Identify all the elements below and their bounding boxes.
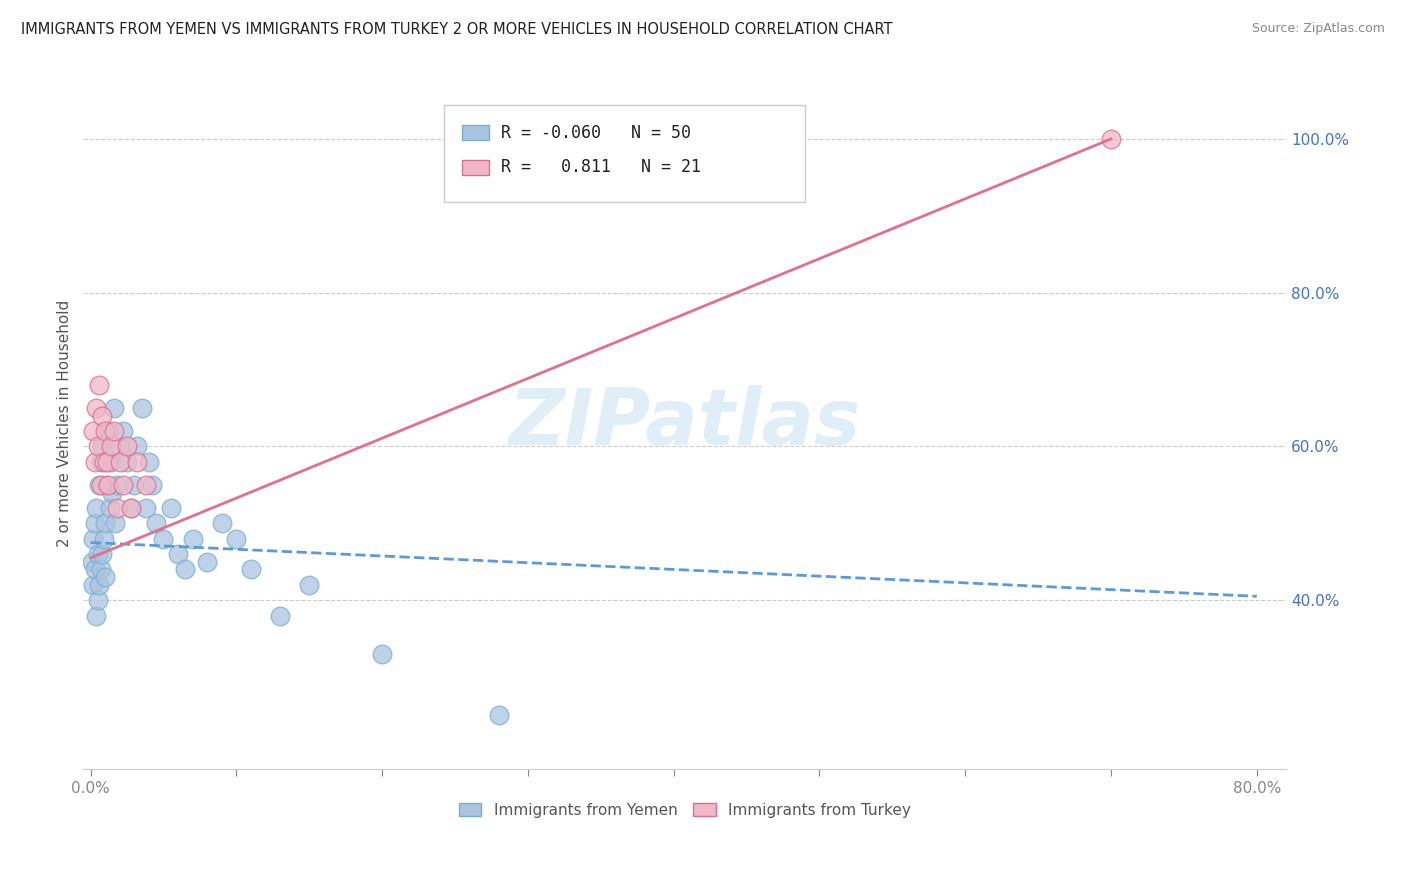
Point xyxy=(89,578,111,592)
Point xyxy=(91,409,114,423)
Point xyxy=(115,455,138,469)
Point xyxy=(127,455,149,469)
Point xyxy=(97,478,120,492)
Point xyxy=(225,532,247,546)
Point xyxy=(87,593,110,607)
Point xyxy=(159,500,181,515)
Point xyxy=(90,455,112,469)
Point xyxy=(108,439,131,453)
Point xyxy=(100,439,122,453)
Point xyxy=(371,647,394,661)
Point xyxy=(103,424,125,438)
FancyBboxPatch shape xyxy=(463,125,489,140)
Point xyxy=(135,478,157,492)
Point xyxy=(141,478,163,492)
Point xyxy=(89,478,111,492)
Text: Source: ZipAtlas.com: Source: ZipAtlas.com xyxy=(1251,22,1385,36)
Point xyxy=(127,439,149,453)
Point xyxy=(152,532,174,546)
Point xyxy=(120,500,142,515)
Point xyxy=(87,439,110,453)
Point xyxy=(96,478,118,492)
Point xyxy=(82,532,104,546)
Point xyxy=(84,562,107,576)
Text: ZIPatlas: ZIPatlas xyxy=(509,385,860,461)
Point xyxy=(93,532,115,546)
Point xyxy=(181,532,204,546)
Point xyxy=(90,478,112,492)
Point xyxy=(86,401,108,415)
Point xyxy=(111,424,134,438)
Point xyxy=(91,547,114,561)
Point xyxy=(97,424,120,438)
Point xyxy=(105,478,128,492)
Point xyxy=(80,555,103,569)
Point xyxy=(98,500,121,515)
Point xyxy=(84,516,107,531)
Point xyxy=(120,500,142,515)
Point xyxy=(103,401,125,415)
Text: R = -0.060   N = 50: R = -0.060 N = 50 xyxy=(501,124,690,142)
Point xyxy=(195,555,218,569)
Point xyxy=(96,455,118,469)
Point xyxy=(298,578,321,592)
Point xyxy=(135,500,157,515)
Point xyxy=(82,578,104,592)
Point xyxy=(84,455,107,469)
Point xyxy=(124,478,146,492)
FancyBboxPatch shape xyxy=(463,160,489,175)
Point xyxy=(94,570,117,584)
Point xyxy=(91,439,114,453)
Text: IMMIGRANTS FROM YEMEN VS IMMIGRANTS FROM TURKEY 2 OR MORE VEHICLES IN HOUSEHOLD : IMMIGRANTS FROM YEMEN VS IMMIGRANTS FROM… xyxy=(21,22,893,37)
Point xyxy=(94,424,117,438)
Y-axis label: 2 or more Vehicles in Household: 2 or more Vehicles in Household xyxy=(58,300,72,547)
Point xyxy=(138,455,160,469)
Point xyxy=(488,708,510,723)
Point xyxy=(104,516,127,531)
Point xyxy=(108,455,131,469)
FancyBboxPatch shape xyxy=(444,105,804,202)
Point xyxy=(89,378,111,392)
Point xyxy=(115,439,138,453)
Point xyxy=(82,424,104,438)
Point xyxy=(86,608,108,623)
Point xyxy=(145,516,167,531)
Point xyxy=(111,478,134,492)
Point xyxy=(1099,132,1122,146)
Point xyxy=(167,547,190,561)
Point xyxy=(87,547,110,561)
Point xyxy=(211,516,233,531)
Point xyxy=(93,455,115,469)
Point xyxy=(269,608,291,623)
Text: R =   0.811   N = 21: R = 0.811 N = 21 xyxy=(501,159,700,177)
Point xyxy=(100,455,122,469)
Point xyxy=(174,562,197,576)
Point xyxy=(90,562,112,576)
Point xyxy=(101,485,124,500)
Point xyxy=(239,562,262,576)
Point xyxy=(131,401,153,415)
Point xyxy=(94,516,117,531)
Point xyxy=(86,500,108,515)
Point xyxy=(105,500,128,515)
Legend: Immigrants from Yemen, Immigrants from Turkey: Immigrants from Yemen, Immigrants from T… xyxy=(453,797,917,824)
